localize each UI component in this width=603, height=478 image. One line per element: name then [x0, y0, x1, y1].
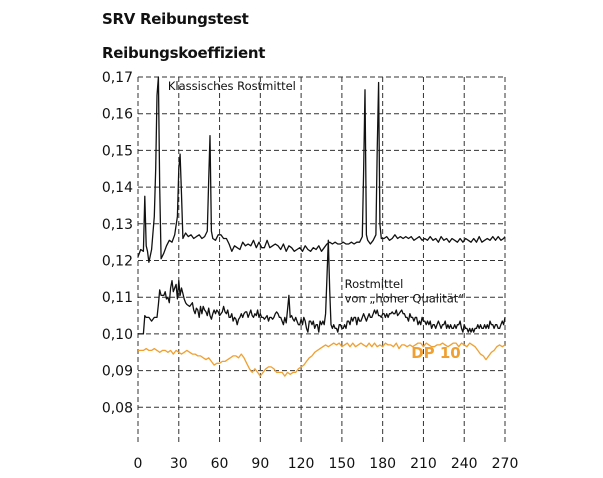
x-tick-label: 30 [170, 456, 188, 472]
x-tick-label: 210 [410, 456, 437, 472]
x-tick-label: 120 [288, 456, 315, 472]
x-tick-labels: 0 30 60 90 120 150 180 210 240 270 [134, 456, 519, 472]
annotation-label: von „hoher Qualität“ [345, 292, 465, 306]
annotation-label: Rostmittel [345, 277, 404, 291]
y-tick-label: 0,09 [102, 364, 133, 380]
x-tick-label: 90 [251, 456, 269, 472]
x-tick-label: 60 [211, 456, 229, 472]
series-line-2 [138, 239, 506, 335]
chart-title: SRV Reibungstest [102, 10, 249, 28]
series-line-1 [137, 76, 506, 263]
annotation-label: Klassisches Rostmittel [168, 79, 296, 93]
y-tick-label: 0,12 [102, 254, 133, 270]
y-tick-labels: 0,17 0,16 0,15 0,14 0,13 0,12 0,11 0,10 0,09 0,08 [102, 70, 133, 416]
x-tick-label: 270 [492, 456, 519, 472]
x-tick-label: 240 [451, 456, 478, 472]
y-tick-label: 0,14 [102, 180, 133, 196]
x-tick-label: 150 [329, 456, 356, 472]
y-tick-label: 0,13 [102, 217, 133, 233]
y-tick-label: 0,17 [102, 70, 133, 86]
series-line-3 [138, 342, 506, 377]
annotation-label: DP 10 [411, 344, 461, 362]
series-lines [137, 76, 506, 377]
x-tick-label: 180 [369, 456, 396, 472]
y-axis-label: Reibungskoeffizient [102, 44, 266, 62]
y-tick-label: 0,11 [102, 290, 133, 306]
grid-lines [137, 76, 506, 444]
y-tick-label: 0,08 [102, 400, 133, 416]
y-tick-label: 0,10 [102, 327, 133, 343]
y-tick-label: 0,16 [102, 107, 133, 123]
x-tick-label: 0 [134, 456, 143, 472]
y-tick-label: 0,15 [102, 143, 133, 159]
